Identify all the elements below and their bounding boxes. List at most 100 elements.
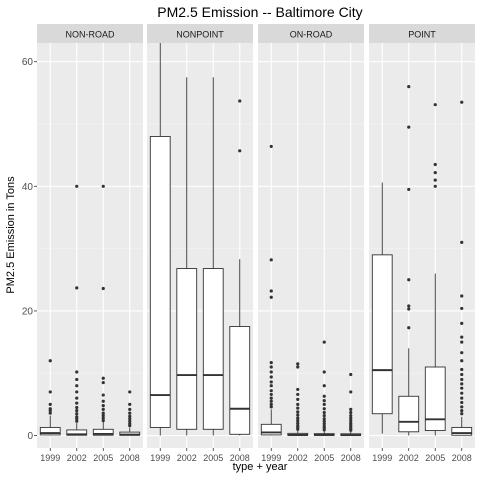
x-tick-label: 2005 xyxy=(203,453,223,463)
outlier-point xyxy=(128,403,131,406)
outlier-point xyxy=(128,412,131,415)
outlier-point xyxy=(270,361,273,364)
x-tick-label: 2002 xyxy=(67,453,87,463)
outlier-point xyxy=(102,185,105,188)
outlier-point xyxy=(323,384,326,387)
outlier-point xyxy=(407,188,410,191)
facet-strip-label: NON-ROAD xyxy=(66,30,115,40)
x-tick-label: 2005 xyxy=(314,453,334,463)
outlier-point xyxy=(270,370,273,373)
outlier-point xyxy=(460,397,463,400)
outlier-point xyxy=(434,171,437,174)
outlier-point xyxy=(102,400,105,403)
outlier-point xyxy=(238,99,241,102)
outlier-point xyxy=(407,304,410,307)
outlier-point xyxy=(75,406,78,409)
outlier-point xyxy=(349,411,352,414)
outlier-point xyxy=(323,403,326,406)
facet-nonpoint: NONPOINT 1999 2002 2005 2008 xyxy=(147,24,253,463)
outlier-point xyxy=(296,388,299,391)
iqr-box xyxy=(452,427,472,435)
outlier-point xyxy=(323,395,326,398)
outlier-point xyxy=(460,335,463,338)
y-axis-label: PM2.5 Emission in Tons xyxy=(5,176,17,294)
outlier-point xyxy=(102,377,105,380)
iqr-box xyxy=(425,367,445,431)
outlier-point xyxy=(460,401,463,404)
outlier-point xyxy=(407,278,410,281)
iqr-box xyxy=(203,269,223,430)
outlier-point xyxy=(323,411,326,414)
outlier-point xyxy=(407,85,410,88)
outlier-point xyxy=(460,409,463,412)
outlier-point xyxy=(407,326,410,329)
x-tick-label: 2008 xyxy=(452,453,472,463)
y-tick-label: 60 xyxy=(22,57,34,68)
x-tick-label: 2005 xyxy=(425,453,445,463)
facet-strip-label: ON-ROAD xyxy=(290,30,333,40)
facet-strip-label: NONPOINT xyxy=(176,30,224,40)
outlier-point xyxy=(102,404,105,407)
outlier-point xyxy=(296,393,299,396)
x-tick-label: 2008 xyxy=(120,453,140,463)
outlier-point xyxy=(407,126,410,129)
outlier-point xyxy=(270,384,273,387)
outlier-point xyxy=(75,397,78,400)
outlier-point xyxy=(296,410,299,413)
outlier-point xyxy=(460,307,463,310)
outlier-point xyxy=(460,340,463,343)
outlier-point xyxy=(460,373,463,376)
x-tick-label: 2002 xyxy=(399,453,419,463)
x-tick-label: 1999 xyxy=(150,453,170,463)
outlier-point xyxy=(460,382,463,385)
outlier-point xyxy=(270,389,273,392)
outlier-point xyxy=(128,415,131,418)
outlier-point xyxy=(296,413,299,416)
outlier-point xyxy=(75,286,78,289)
x-tick-label: 1999 xyxy=(40,453,60,463)
outlier-point xyxy=(460,405,463,408)
outlier-point xyxy=(460,101,463,104)
outlier-point xyxy=(323,414,326,417)
outlier-point xyxy=(460,351,463,354)
iqr-box xyxy=(372,255,392,414)
outlier-point xyxy=(460,322,463,325)
outlier-point xyxy=(102,412,105,415)
x-tick-label: 2005 xyxy=(93,453,113,463)
outlier-point xyxy=(102,381,105,384)
outlier-point xyxy=(460,387,463,390)
outlier-point xyxy=(460,241,463,244)
y-tick-label: 20 xyxy=(22,306,34,317)
iqr-box xyxy=(177,269,197,430)
outlier-point xyxy=(75,370,78,373)
outlier-point xyxy=(75,185,78,188)
x-tick-label: 1999 xyxy=(372,453,392,463)
y-tick-label: 40 xyxy=(22,182,34,193)
outlier-point xyxy=(296,403,299,406)
panel-background xyxy=(37,43,143,448)
outlier-point xyxy=(296,365,299,368)
outlier-point xyxy=(128,390,131,393)
outlier-point xyxy=(434,163,437,166)
facet-strip-label: POINT xyxy=(408,30,436,40)
outlier-point xyxy=(296,362,299,365)
x-tick-label: 2002 xyxy=(177,453,197,463)
outlier-point xyxy=(102,408,105,411)
outlier-point xyxy=(323,417,326,420)
outlier-point xyxy=(270,375,273,378)
outlier-point xyxy=(296,407,299,410)
outlier-point xyxy=(75,412,78,415)
outlier-point xyxy=(49,390,52,393)
outlier-point xyxy=(270,296,273,299)
outlier-point xyxy=(434,185,437,188)
x-tick-label: 2008 xyxy=(341,453,361,463)
outlier-point xyxy=(102,287,105,290)
outlier-point xyxy=(238,149,241,152)
outlier-point xyxy=(460,412,463,415)
outlier-point xyxy=(407,307,410,310)
outlier-point xyxy=(349,414,352,417)
outlier-point xyxy=(270,145,273,148)
outlier-point xyxy=(270,397,273,400)
iqr-box xyxy=(150,136,170,427)
outlier-point xyxy=(270,258,273,261)
